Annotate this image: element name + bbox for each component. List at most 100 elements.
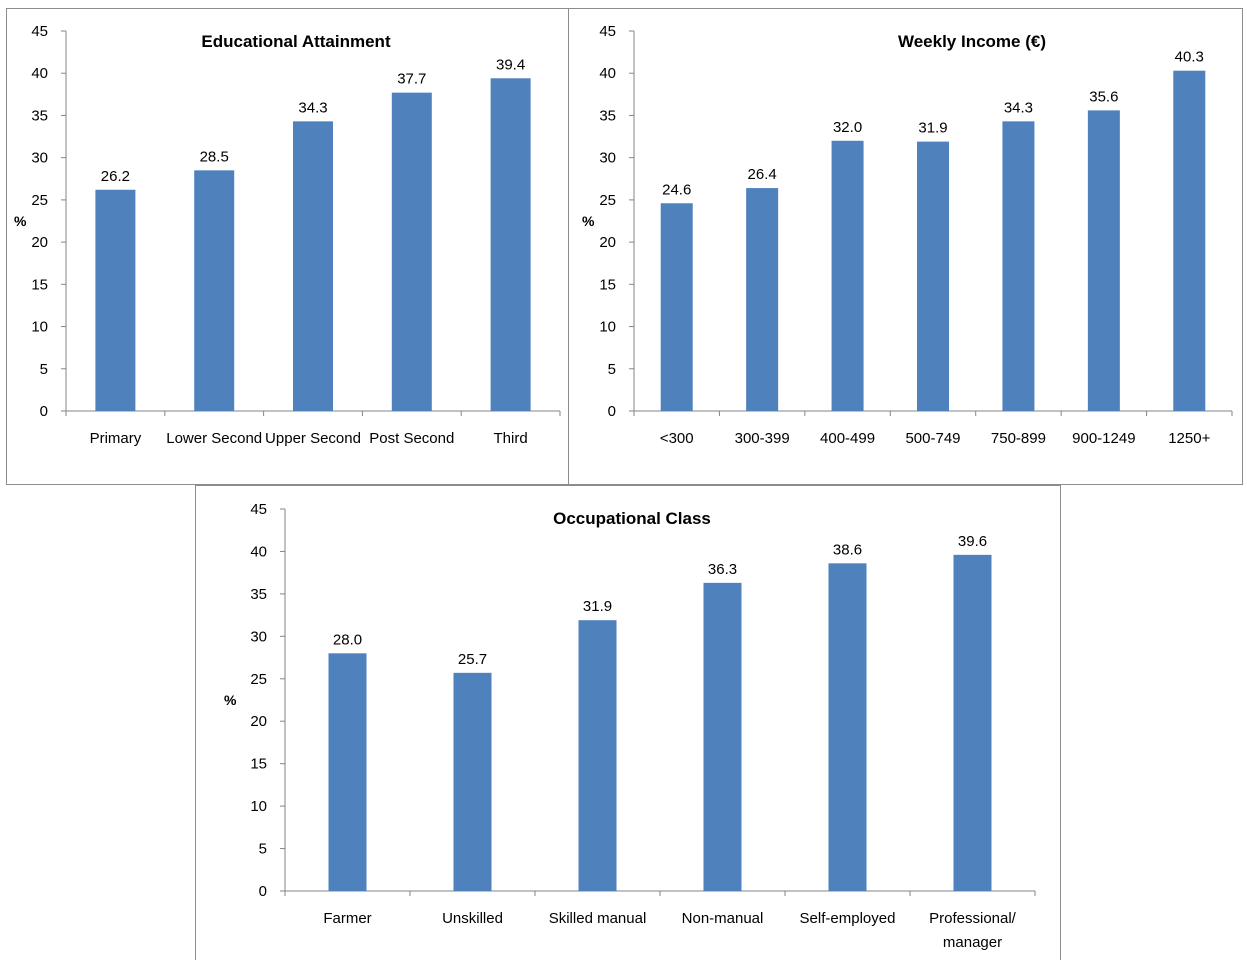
- bar: [746, 188, 779, 411]
- y-axis-label: %: [14, 213, 27, 229]
- data-label: 32.0: [833, 119, 862, 136]
- y-tick-label: 35: [599, 107, 616, 124]
- y-tick-label: 15: [250, 756, 267, 773]
- bar: [831, 140, 864, 411]
- data-label: 35.6: [1089, 88, 1118, 105]
- x-category-label: Third: [494, 430, 528, 447]
- chart-title: Weekly Income (€): [898, 32, 1046, 51]
- y-tick-label: 30: [250, 628, 267, 645]
- x-category-label-line: 1250+: [1168, 430, 1210, 447]
- y-tick-label: 5: [40, 361, 48, 378]
- bar: [578, 620, 617, 891]
- x-category-label-line: Lower Second: [166, 430, 262, 447]
- y-tick-label: 10: [250, 798, 267, 815]
- chart-panel-occupational-class: Occupational Class% 0 5 10 15 20 25 30 35 40 45 28.…: [195, 485, 1061, 960]
- y-tick-label: 10: [599, 319, 616, 336]
- y-tick-label: 20: [250, 713, 267, 730]
- y-tick-label: 0: [608, 403, 616, 420]
- x-category-label-line: manager: [943, 934, 1002, 951]
- y-tick-label: 45: [599, 23, 616, 40]
- bar: [391, 92, 432, 412]
- bar: [194, 170, 235, 411]
- bar: [95, 189, 136, 411]
- bar-chart-weekly-income: Weekly Income (€)% 0 5 10 15 20 25 30 35 40 45 24.6…: [582, 23, 1233, 447]
- data-label: 26.4: [748, 166, 777, 183]
- bar: [953, 554, 992, 891]
- bar: [703, 582, 742, 891]
- y-tick-label: 15: [31, 276, 48, 293]
- x-category-label: Non-manual: [682, 910, 764, 927]
- y-tick-label: 40: [31, 65, 48, 82]
- x-category-label-line: Third: [494, 430, 528, 447]
- x-category-label-line: 750-899: [991, 430, 1046, 447]
- y-tick-label: 0: [259, 883, 267, 900]
- x-category-label: 300-399: [735, 430, 790, 447]
- bar-chart-educational-attainment: Educational Attainment% 0 5 10 15 20 25 30 35 40 4…: [14, 23, 561, 447]
- y-tick-label: 45: [31, 23, 48, 40]
- data-label: 39.4: [496, 56, 525, 73]
- bar: [917, 141, 949, 411]
- y-tick-label: 30: [31, 150, 48, 167]
- x-category-label-line: 300-399: [735, 430, 790, 447]
- x-category-label: 500-749: [905, 430, 960, 447]
- bar: [828, 563, 867, 891]
- x-category-label: Farmer: [323, 910, 371, 927]
- x-category-label-line: <300: [660, 430, 694, 447]
- bar: [293, 121, 333, 411]
- data-label: 34.3: [1004, 99, 1033, 116]
- y-tick-label: 5: [259, 841, 267, 858]
- x-category-label-line: Skilled manual: [549, 910, 647, 927]
- chart-title: Occupational Class: [553, 509, 711, 528]
- x-category-label-line: 400-499: [820, 430, 875, 447]
- x-category-label-line: Professional/: [929, 910, 1017, 927]
- y-tick-label: 45: [250, 501, 267, 518]
- bar: [1002, 121, 1035, 411]
- y-tick-label: 5: [608, 361, 616, 378]
- x-category-label: Professional/manager: [929, 910, 1017, 951]
- y-axis-label: %: [224, 692, 237, 708]
- data-label: 31.9: [918, 120, 947, 137]
- x-category-label-line: 900-1249: [1072, 430, 1135, 447]
- x-category-label: 400-499: [820, 430, 875, 447]
- y-tick-label: 35: [31, 107, 48, 124]
- data-label: 28.0: [333, 631, 362, 648]
- x-category-label: 750-899: [991, 430, 1046, 447]
- data-label: 28.5: [200, 148, 229, 165]
- y-tick-label: 10: [31, 319, 48, 336]
- data-label: 26.2: [101, 168, 130, 185]
- x-category-label-line: Self-employed: [800, 910, 896, 927]
- bar: [453, 672, 492, 891]
- x-category-label: Self-employed: [800, 910, 896, 927]
- chart-title: Educational Attainment: [201, 32, 391, 51]
- bar: [1087, 110, 1120, 411]
- x-category-label-line: Unskilled: [442, 910, 503, 927]
- x-category-label: Upper Second: [265, 430, 361, 447]
- y-tick-label: 15: [599, 276, 616, 293]
- y-tick-label: 25: [250, 671, 267, 688]
- y-tick-label: 20: [599, 234, 616, 251]
- x-category-label: 1250+: [1168, 430, 1210, 447]
- x-category-label: Skilled manual: [549, 910, 647, 927]
- x-category-label-line: 500-749: [905, 430, 960, 447]
- data-label: 40.3: [1175, 49, 1204, 66]
- data-label: 31.9: [583, 598, 612, 615]
- x-category-label: Post Second: [369, 430, 454, 447]
- data-label: 38.6: [833, 541, 862, 558]
- y-axis-label: %: [582, 213, 595, 229]
- x-category-label-line: Post Second: [369, 430, 454, 447]
- x-category-label-line: Non-manual: [682, 910, 764, 927]
- y-tick-label: 25: [599, 192, 616, 209]
- y-tick-label: 35: [250, 586, 267, 603]
- x-category-label: Primary: [90, 430, 142, 447]
- data-label: 24.6: [662, 181, 691, 198]
- y-tick-label: 20: [31, 234, 48, 251]
- y-tick-label: 30: [599, 150, 616, 167]
- data-label: 25.7: [458, 651, 487, 668]
- bar-chart-occupational-class: Occupational Class% 0 5 10 15 20 25 30 35 40 45 28.…: [224, 501, 1036, 951]
- bar: [490, 78, 531, 412]
- y-tick-label: 40: [250, 543, 267, 560]
- y-tick-label: 0: [40, 403, 48, 420]
- x-category-label-line: Upper Second: [265, 430, 361, 447]
- bar: [328, 653, 367, 891]
- y-tick-label: 25: [31, 192, 48, 209]
